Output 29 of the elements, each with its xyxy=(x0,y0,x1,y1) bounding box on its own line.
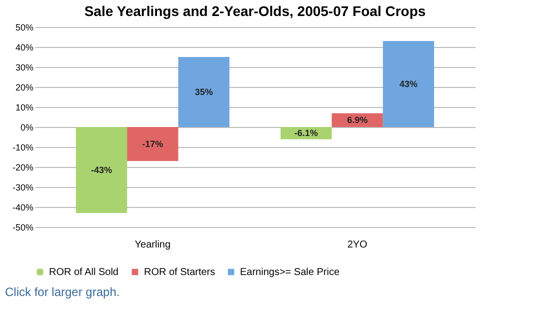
bar xyxy=(332,113,383,127)
bar xyxy=(127,127,178,161)
data-label: 43% xyxy=(399,79,418,89)
bar xyxy=(178,57,230,127)
y-tick-label: 40% xyxy=(15,42,34,52)
bar xyxy=(382,41,434,127)
y-tick-label: 0% xyxy=(20,122,34,132)
legend-label: ROR of Starters xyxy=(144,267,216,278)
y-tick-label: -50% xyxy=(12,222,34,232)
data-label: -17% xyxy=(142,139,164,149)
x-tick-label: 2YO xyxy=(347,240,368,250)
x-tick-label: Yearling xyxy=(134,240,171,250)
y-tick-label: -20% xyxy=(12,162,34,172)
bar xyxy=(76,127,128,213)
legend-label: ROR of All Sold xyxy=(49,267,118,278)
chart-title: Sale Yearlings and 2-Year-Olds, 2005-07 Foal Crops xyxy=(84,3,426,19)
y-tick-label: -10% xyxy=(12,142,34,152)
y-tick-label: 50% xyxy=(15,22,34,32)
data-label: -6.1% xyxy=(294,128,318,138)
data-label: 6.9% xyxy=(347,115,368,126)
text: Click for larger graph. xyxy=(5,285,120,299)
y-tick-label: 20% xyxy=(15,82,34,92)
legend-label: Earnings>= Sale Price xyxy=(240,267,340,278)
y-tick-label: -40% xyxy=(12,202,34,212)
y-tick-label: -30% xyxy=(12,182,34,192)
y-tick-label: 10% xyxy=(15,102,34,112)
data-label: 35% xyxy=(194,87,213,97)
y-tick-label: 30% xyxy=(15,62,34,72)
data-label: -43% xyxy=(91,165,112,175)
